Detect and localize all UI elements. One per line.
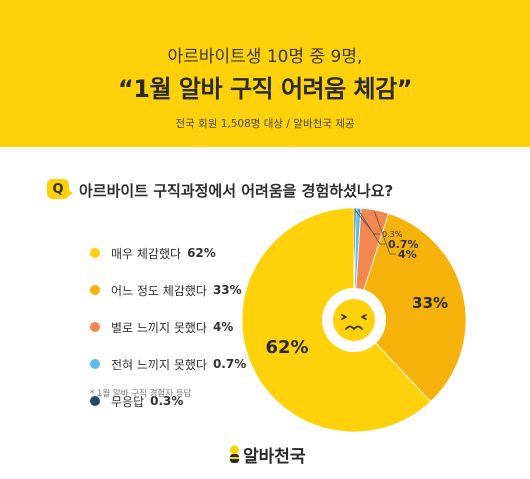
data-label-62: 62%	[266, 337, 309, 358]
legend-swatch	[90, 285, 100, 295]
data-label-4: 4%	[398, 248, 417, 261]
sad-face-icon	[333, 299, 375, 341]
brand-logo: 알바천국	[228, 442, 306, 467]
legend-value: 62%	[187, 246, 216, 260]
legend-value: 4%	[212, 320, 234, 334]
legend-label: 어느 정도 체감했다	[111, 283, 207, 298]
data-label-0-7: 0.7%	[388, 238, 419, 251]
legend-item: 전혀 느끼지 못했다 0.7%	[90, 355, 246, 373]
header-source: 전국 회원 1,508명 대상 / 알바천국 제공	[175, 118, 355, 130]
pie-slice-somewhat	[353, 212, 467, 403]
bee-icon	[228, 445, 241, 464]
question-badge: Q	[47, 179, 73, 199]
legend-value: 0.3%	[150, 394, 184, 408]
legend-label: 전혀 느끼지 못했다	[111, 357, 207, 372]
header-subtitle: 아르바이트생 10명 중 9명,	[167, 47, 363, 67]
legend-label: 별로 느끼지 못했다	[111, 320, 207, 335]
legend-label: 매우 체감했다	[111, 246, 182, 261]
legend-value: 33%	[212, 283, 242, 297]
brand-name: 알바천국	[243, 447, 306, 467]
legend-item: 무응답 0.3%	[90, 392, 246, 410]
legend-swatch	[90, 322, 100, 332]
data-label-33: 33%	[412, 294, 448, 312]
legend-item: 매우 체감했다 62%	[90, 244, 246, 262]
legend-item: 어느 정도 체감했다 33%	[90, 281, 246, 299]
data-label-0-3: 0.3%	[382, 230, 403, 239]
leader-line	[358, 209, 386, 245]
footnote: * 1월 알바 구직 경험자 응답	[90, 389, 192, 399]
leader-line	[374, 211, 396, 255]
question-text: 아르바이트 구직과정에서 어려움을 경험하셨나요?	[79, 182, 394, 200]
legend-swatch	[90, 396, 100, 406]
legend-swatch	[90, 359, 100, 369]
legend-label: 무응답	[111, 394, 145, 409]
header-title: “1월 알바 구직 어려움 체감”	[118, 75, 412, 103]
legend-swatch	[90, 248, 100, 258]
header-banner: 아르바이트생 10명 중 9명, “1월 알바 구직 어려움 체감” 전국 회원…	[0, 0, 530, 147]
chart-legend: 매우 체감했다 62% 어느 정도 체감했다 33% 별로 느끼지 못했다 4%…	[90, 244, 246, 429]
legend-value: 0.7%	[212, 357, 247, 371]
legend-item: 별로 느끼지 못했다 4%	[90, 318, 246, 336]
